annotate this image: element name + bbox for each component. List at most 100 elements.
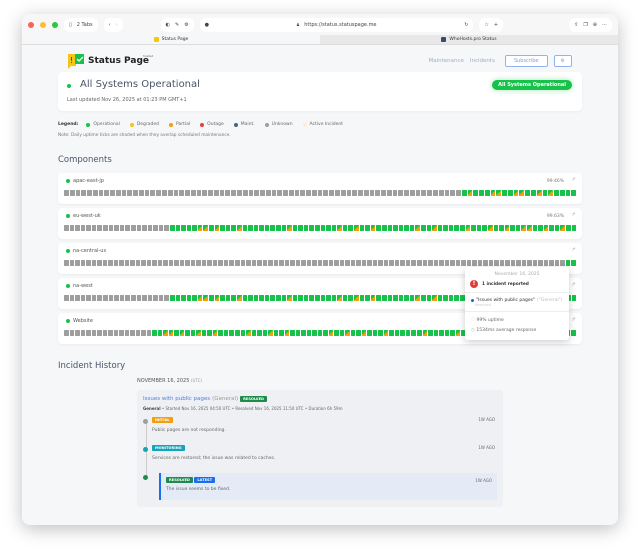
uptime-tick[interactable]: [394, 260, 400, 266]
uptime-tick[interactable]: [201, 260, 207, 266]
uptime-tick[interactable]: [404, 295, 409, 301]
uptime-tick[interactable]: [315, 295, 320, 301]
uptime-tick[interactable]: [510, 225, 515, 231]
uptime-tick[interactable]: [207, 330, 212, 336]
uptime-tick[interactable]: [257, 330, 262, 336]
uptime-tick[interactable]: [323, 330, 328, 336]
uptime-tick[interactable]: [102, 330, 108, 336]
tab-whohosts[interactable]: WhoHosts.pro Status: [320, 35, 618, 44]
shield-icon[interactable]: ◐: [165, 21, 170, 28]
uptime-tick[interactable]: [345, 260, 350, 266]
close-window-button[interactable]: [28, 21, 34, 28]
uptime-tick[interactable]: [317, 330, 323, 336]
uptime-tick[interactable]: [220, 295, 225, 301]
uptime-tick[interactable]: [103, 225, 108, 231]
uptime-tick[interactable]: [496, 190, 502, 196]
uptime-tick[interactable]: [203, 295, 209, 301]
uptime-tick[interactable]: [108, 295, 114, 301]
uptime-tick[interactable]: [393, 225, 398, 231]
uptime-tick[interactable]: [283, 190, 288, 196]
reload-icon[interactable]: ↻: [464, 21, 469, 28]
uptime-tick[interactable]: [494, 260, 499, 266]
uptime-tick[interactable]: [334, 330, 339, 336]
uptime-tick[interactable]: [422, 330, 428, 336]
uptime-tick[interactable]: [303, 295, 309, 301]
uptime-tick[interactable]: [81, 190, 87, 196]
uptime-tick[interactable]: [404, 225, 409, 231]
uptime-tick[interactable]: [526, 225, 532, 231]
nav-incidents[interactable]: Incidents: [469, 58, 495, 64]
uptime-tick[interactable]: [309, 225, 315, 231]
uptime-tick[interactable]: [236, 225, 242, 231]
uptime-tick[interactable]: [113, 260, 119, 266]
uptime-tick[interactable]: [444, 330, 450, 336]
uptime-tick[interactable]: [381, 190, 386, 196]
uptime-tick[interactable]: [103, 295, 108, 301]
uptime-tick[interactable]: [86, 225, 91, 231]
uptime-tick[interactable]: [415, 295, 420, 301]
uptime-tick[interactable]: [64, 330, 69, 336]
uptime-tick[interactable]: [549, 225, 554, 231]
uptime-tick[interactable]: [202, 190, 208, 196]
uptime-tick[interactable]: [190, 330, 196, 336]
uptime-tick[interactable]: [378, 260, 383, 266]
uptime-tick[interactable]: [64, 295, 69, 301]
uptime-tick[interactable]: [236, 295, 242, 301]
uptime-tick[interactable]: [387, 295, 393, 301]
uptime-tick[interactable]: [367, 330, 372, 336]
uptime-tick[interactable]: [86, 330, 91, 336]
uptime-tick[interactable]: [209, 225, 214, 231]
uptime-tick[interactable]: [236, 190, 242, 196]
uptime-tick[interactable]: [502, 190, 507, 196]
uptime-tick[interactable]: [97, 295, 103, 301]
uptime-tick[interactable]: [405, 260, 411, 266]
uptime-tick[interactable]: [370, 225, 376, 231]
uptime-tick[interactable]: [124, 260, 130, 266]
uptime-tick[interactable]: [225, 225, 231, 231]
uptime-tick[interactable]: [317, 190, 323, 196]
uptime-tick[interactable]: [437, 295, 443, 301]
uptime-tick[interactable]: [196, 190, 202, 196]
uptime-tick[interactable]: [124, 330, 130, 336]
uptime-tick[interactable]: [448, 295, 454, 301]
uptime-tick[interactable]: [246, 330, 251, 336]
uptime-tick[interactable]: [554, 190, 559, 196]
uptime-tick[interactable]: [91, 225, 97, 231]
uptime-tick[interactable]: [348, 225, 354, 231]
uptime-tick[interactable]: [223, 330, 229, 336]
uptime-tick[interactable]: [273, 260, 279, 266]
uptime-tick[interactable]: [499, 260, 505, 266]
uptime-tick[interactable]: [513, 190, 519, 196]
uptime-tick[interactable]: [181, 225, 186, 231]
uptime-tick[interactable]: [527, 260, 532, 266]
uptime-tick[interactable]: [306, 330, 312, 336]
uptime-tick[interactable]: [443, 225, 448, 231]
uptime-tick[interactable]: [392, 190, 398, 196]
uptime-tick[interactable]: [270, 295, 275, 301]
uptime-tick[interactable]: [287, 225, 292, 231]
uptime-tick[interactable]: [432, 225, 437, 231]
uptime-tick[interactable]: [472, 260, 477, 266]
uptime-tick[interactable]: [196, 330, 201, 336]
uptime-tick[interactable]: [229, 260, 234, 266]
uptime-tick[interactable]: [427, 190, 432, 196]
uptime-tick[interactable]: [69, 260, 75, 266]
uptime-tick[interactable]: [320, 295, 326, 301]
uptime-tick[interactable]: [548, 190, 554, 196]
uptime-tick[interactable]: [115, 190, 121, 196]
uptime-tick[interactable]: [75, 330, 80, 336]
uptime-tick[interactable]: [460, 295, 465, 301]
uptime-tick[interactable]: [292, 295, 298, 301]
uptime-tick[interactable]: [231, 190, 236, 196]
uptime-tick[interactable]: [376, 295, 381, 301]
uptime-tick[interactable]: [571, 225, 577, 231]
uptime-tick[interactable]: [444, 260, 450, 266]
uptime-tick[interactable]: [240, 330, 246, 336]
uptime-tick[interactable]: [303, 225, 309, 231]
uptime-tick[interactable]: [277, 190, 283, 196]
uptime-tick[interactable]: [292, 225, 298, 231]
uptime-tick[interactable]: [75, 225, 80, 231]
uptime-tick[interactable]: [538, 225, 543, 231]
uptime-tick[interactable]: [147, 295, 153, 301]
uptime-tick[interactable]: [163, 260, 168, 266]
